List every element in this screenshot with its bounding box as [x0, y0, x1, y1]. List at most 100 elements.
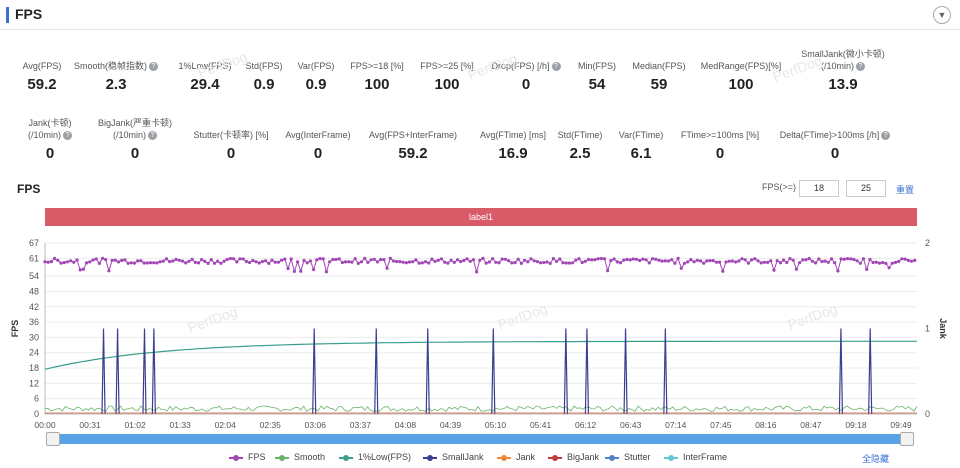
fps-point [161, 259, 165, 263]
fps-point [750, 258, 754, 262]
fps-point [724, 260, 728, 264]
legend-item-interframe[interactable]: InterFrame [664, 452, 727, 462]
fps-threshold-input-2[interactable]: 25 [846, 180, 886, 197]
help-icon[interactable]: ? [149, 62, 158, 72]
fps-point [129, 261, 133, 265]
help-icon[interactable]: ? [881, 131, 891, 141]
fps-point [49, 260, 54, 264]
fps-point [567, 261, 572, 265]
metrics_row2-metric-9: Delta(FTime)>100ms [/h]? 0 [775, 129, 895, 162]
fps-point [340, 260, 344, 265]
fps-point [359, 260, 364, 264]
metric-label: Min(FPS) [578, 61, 616, 71]
fps-point [398, 260, 402, 264]
fps-point [778, 261, 783, 265]
fps-point [673, 261, 677, 265]
fps-point [158, 260, 162, 264]
x-tick-label: 09:49 [890, 420, 912, 430]
y2-tick-label: 1 [925, 324, 930, 334]
fps-point [503, 257, 507, 261]
fps-point [865, 267, 869, 271]
fps-point [69, 259, 73, 263]
fps-point [791, 258, 795, 262]
fps-point [375, 260, 380, 264]
fps-threshold-input-1[interactable]: 18 [799, 180, 839, 197]
fps-point [900, 257, 904, 261]
legend-item-smooth[interactable]: Smooth [275, 452, 325, 462]
fps-point [350, 260, 354, 264]
label-band[interactable]: label1 [45, 208, 917, 226]
legend-swatch-icon [548, 454, 562, 461]
fps-point [529, 257, 533, 261]
fps-point [772, 268, 776, 272]
y-tick-label: 24 [29, 348, 39, 358]
legend-item-jank[interactable]: Jank [497, 452, 535, 462]
slider-handle-right[interactable] [900, 432, 914, 446]
fps-point [887, 266, 891, 270]
slider-handle-left[interactable] [46, 432, 60, 446]
help-icon[interactable]: ? [856, 62, 865, 72]
fps-point [606, 269, 610, 273]
fps-point [334, 257, 338, 262]
help-icon[interactable]: ? [148, 131, 157, 141]
fps-point [519, 261, 524, 265]
hide-all-button[interactable]: 全隐藏 [862, 454, 890, 464]
metric-value: 0.9 [253, 76, 275, 93]
fps-point [385, 266, 389, 270]
fps-point [107, 269, 111, 273]
legend-item-smalljank[interactable]: SmallJank [423, 452, 484, 462]
x-tick-label: 01:02 [124, 420, 146, 430]
metric-label: Std(FPS) [245, 61, 283, 71]
fps-point [97, 261, 101, 265]
fps-point [449, 258, 453, 262]
fps-point [676, 256, 680, 260]
help-icon[interactable]: ? [551, 62, 561, 72]
metric-label: FTime>=100ms [%] [680, 130, 760, 140]
fps-point [110, 258, 114, 262]
fps-point [727, 259, 731, 263]
reset-button[interactable]: 重置 [896, 185, 915, 195]
legend-item-fps[interactable]: FPS [229, 452, 266, 462]
fps-point [104, 258, 108, 262]
fps-point [200, 258, 204, 262]
help-icon[interactable]: ? [63, 131, 72, 141]
legend-item-stutter[interactable]: Stutter [605, 452, 651, 462]
legend-item-bigjank[interactable]: BigJank [548, 452, 599, 462]
fps-point [871, 260, 875, 265]
chart-legend: 全隐藏 FPS Smooth 1%Low(FPS) SmallJank Jank BigJ… [0, 452, 960, 466]
legend-label: Stutter [624, 452, 651, 462]
fps-point [414, 258, 418, 262]
metrics_row2-metric-8: FTime>=100ms [%] 0 [660, 129, 780, 162]
fps-point [177, 258, 181, 262]
fps-point [88, 260, 92, 264]
metric-value: 0 [45, 145, 55, 162]
fps-point [660, 259, 664, 263]
chevron-down-icon[interactable]: ▼ [933, 6, 951, 24]
y2-axis-label: Jank [938, 318, 948, 340]
fps-point [120, 258, 124, 262]
x-tick-label: 03:37 [350, 420, 372, 430]
fps-point [382, 258, 386, 262]
y-axis-label: FPS [10, 320, 20, 338]
metric-value: 0 [313, 145, 323, 162]
y-tick-label: 61 [29, 253, 39, 263]
legend-label: FPS [248, 452, 266, 462]
metric-label: FPS>=18 [%] [350, 61, 404, 71]
metric-label: 1%Low(FPS) [178, 61, 232, 71]
fps-point [913, 258, 917, 262]
fps-point [884, 261, 888, 265]
legend-label: BigJank [567, 452, 600, 462]
fps-point [769, 259, 773, 263]
smalljank-spike [491, 328, 496, 415]
fps-point [654, 257, 658, 261]
legend-item-1-low-fps-[interactable]: 1%Low(FPS) [339, 452, 411, 462]
fps-point [203, 259, 207, 263]
time-range-slider[interactable] [46, 434, 914, 444]
metric-label-unit: (/10min)? [0, 129, 110, 141]
fps-point [711, 259, 715, 263]
fps-point [353, 257, 357, 261]
fps-point [379, 258, 383, 262]
metrics_row2-metric-3: Avg(InterFrame) 0 [258, 129, 378, 162]
x-tick-label: 00:00 [34, 420, 56, 430]
y-tick-label: 42 [29, 302, 39, 312]
